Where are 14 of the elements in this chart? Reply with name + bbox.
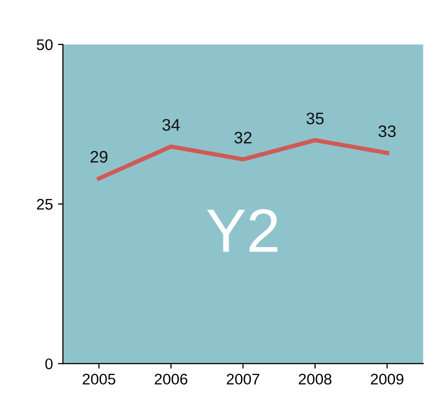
- data-label: 33: [378, 125, 396, 138]
- data-label: 29: [90, 150, 108, 163]
- x-tick-label: 2008: [298, 374, 332, 385]
- y-tick-label: 25: [36, 198, 53, 210]
- data-label: 32: [234, 132, 252, 144]
- x-tick-label: 2005: [82, 374, 116, 385]
- y-tick-label: 0: [45, 358, 53, 370]
- x-tick-label: 2006: [154, 374, 188, 385]
- data-label: 34: [162, 118, 180, 131]
- x-tick-label: 2009: [370, 374, 404, 385]
- y-tick-label: 50: [36, 39, 53, 50]
- x-tick-label: 2007: [226, 374, 260, 385]
- data-label: 35: [306, 112, 324, 124]
- annotation: Y2: [207, 209, 278, 252]
